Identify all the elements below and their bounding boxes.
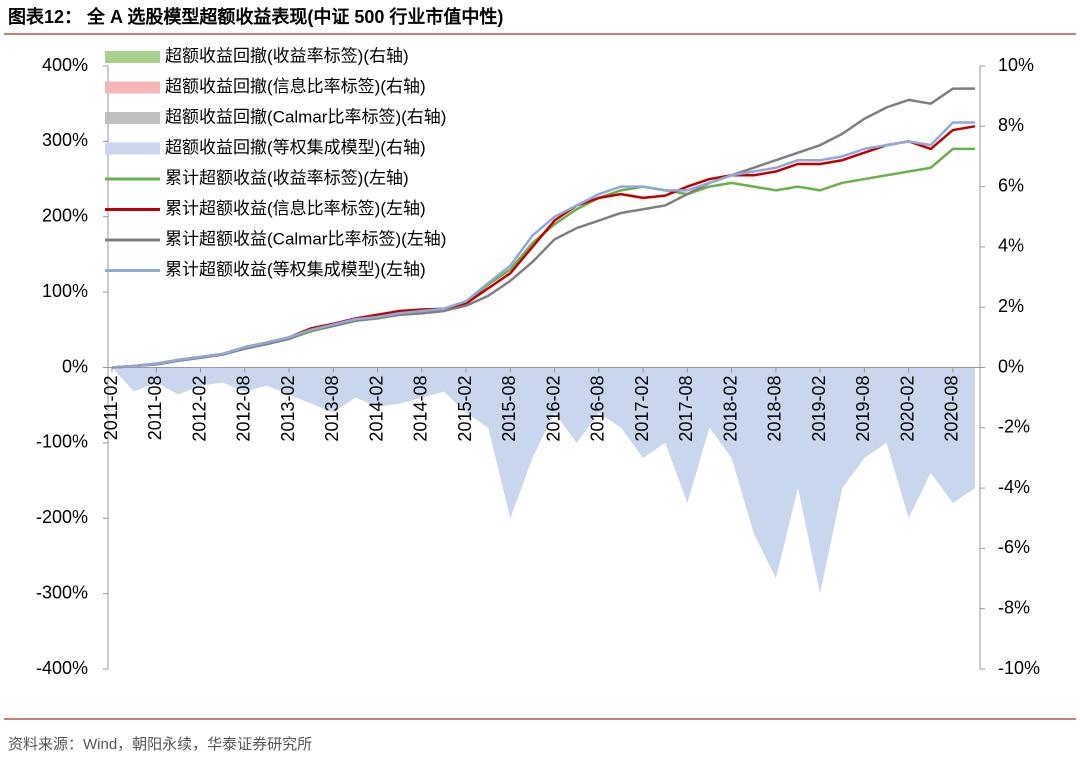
chart-title: 图表12： 全 A 选股模型超额收益表现(中证 500 行业市值中性) xyxy=(8,6,503,27)
x-tick-label: 2012-02 xyxy=(189,376,209,442)
x-tick-label: 2017-02 xyxy=(632,376,652,442)
y2-tick-label: -2% xyxy=(998,417,1030,437)
x-tick-label: 2019-02 xyxy=(809,376,829,442)
legend-swatch xyxy=(105,112,160,124)
x-tick-label: 2019-08 xyxy=(853,376,873,442)
x-tick-label: 2016-08 xyxy=(588,376,608,442)
x-tick-label: 2020-08 xyxy=(942,376,962,442)
y2-tick-label: -8% xyxy=(998,597,1030,617)
legend-label: 超额收益回撤(收益率标签)(右轴) xyxy=(165,46,409,65)
y2-tick-label: -10% xyxy=(998,658,1040,678)
legend-label: 累计超额收益(信息比率标签)(左轴) xyxy=(165,199,426,218)
x-tick-label: 2018-02 xyxy=(720,376,740,442)
x-tick-label: 2013-08 xyxy=(322,376,342,442)
y2-tick-label: 2% xyxy=(998,296,1024,316)
x-tick-label: 2011-08 xyxy=(145,376,165,441)
legend-label: 累计超额收益(等权集成模型)(左轴) xyxy=(165,260,426,279)
excess-return-line xyxy=(111,121,975,369)
y-tick-label: 0% xyxy=(62,356,88,376)
x-tick-label: 2011-02 xyxy=(101,376,121,441)
x-tick-label: 2016-02 xyxy=(543,376,563,442)
y-tick-label: -300% xyxy=(36,582,88,602)
y2-tick-label: 4% xyxy=(998,236,1024,256)
y2-tick-label: -6% xyxy=(998,537,1030,557)
source-note: 资料来源：Wind，朝阳永续，华泰证券研究所 xyxy=(8,736,312,753)
legend-swatch xyxy=(105,81,160,94)
drawdown-area xyxy=(112,367,975,594)
y-tick-label: -100% xyxy=(36,432,88,452)
legend-label: 超额收益回撤(信息比率标签)(右轴) xyxy=(165,77,426,96)
legend-swatch xyxy=(105,51,160,63)
x-tick-label: 2013-02 xyxy=(278,376,298,442)
x-tick-label: 2020-02 xyxy=(897,376,917,442)
x-tick-label: 2018-08 xyxy=(765,376,785,442)
x-tick-label: 2014-08 xyxy=(411,376,431,442)
y-tick-label: 200% xyxy=(42,206,88,226)
x-tick-label: 2012-08 xyxy=(234,376,254,442)
x-tick-label: 2014-02 xyxy=(366,376,386,442)
legend-label: 超额收益回撤(等权集成模型)(右轴) xyxy=(165,138,426,157)
y-tick-label: 400% xyxy=(42,55,88,75)
y-tick-label: 300% xyxy=(42,130,88,150)
x-tick-label: 2015-08 xyxy=(499,376,519,442)
y-tick-label: -400% xyxy=(36,658,88,678)
y-tick-label: -200% xyxy=(36,507,88,527)
y2-tick-label: 0% xyxy=(998,356,1024,376)
legend-label: 累计超额收益(Calmar比率标签)(左轴) xyxy=(165,229,446,248)
y2-tick-label: 6% xyxy=(998,175,1024,195)
y2-tick-label: 10% xyxy=(998,55,1034,75)
excess-return-line xyxy=(111,87,975,369)
x-tick-label: 2015-02 xyxy=(455,376,475,442)
y-tick-label: 100% xyxy=(42,281,88,301)
legend-label: 累计超额收益(收益率标签)(左轴) xyxy=(165,168,409,187)
x-tick-label: 2017-08 xyxy=(676,376,696,442)
legend-label: 超额收益回撤(Calmar比率标签)(右轴) xyxy=(165,107,446,126)
y2-tick-label: 8% xyxy=(998,115,1024,135)
legend-swatch xyxy=(105,142,160,155)
y2-tick-label: -4% xyxy=(998,477,1030,497)
